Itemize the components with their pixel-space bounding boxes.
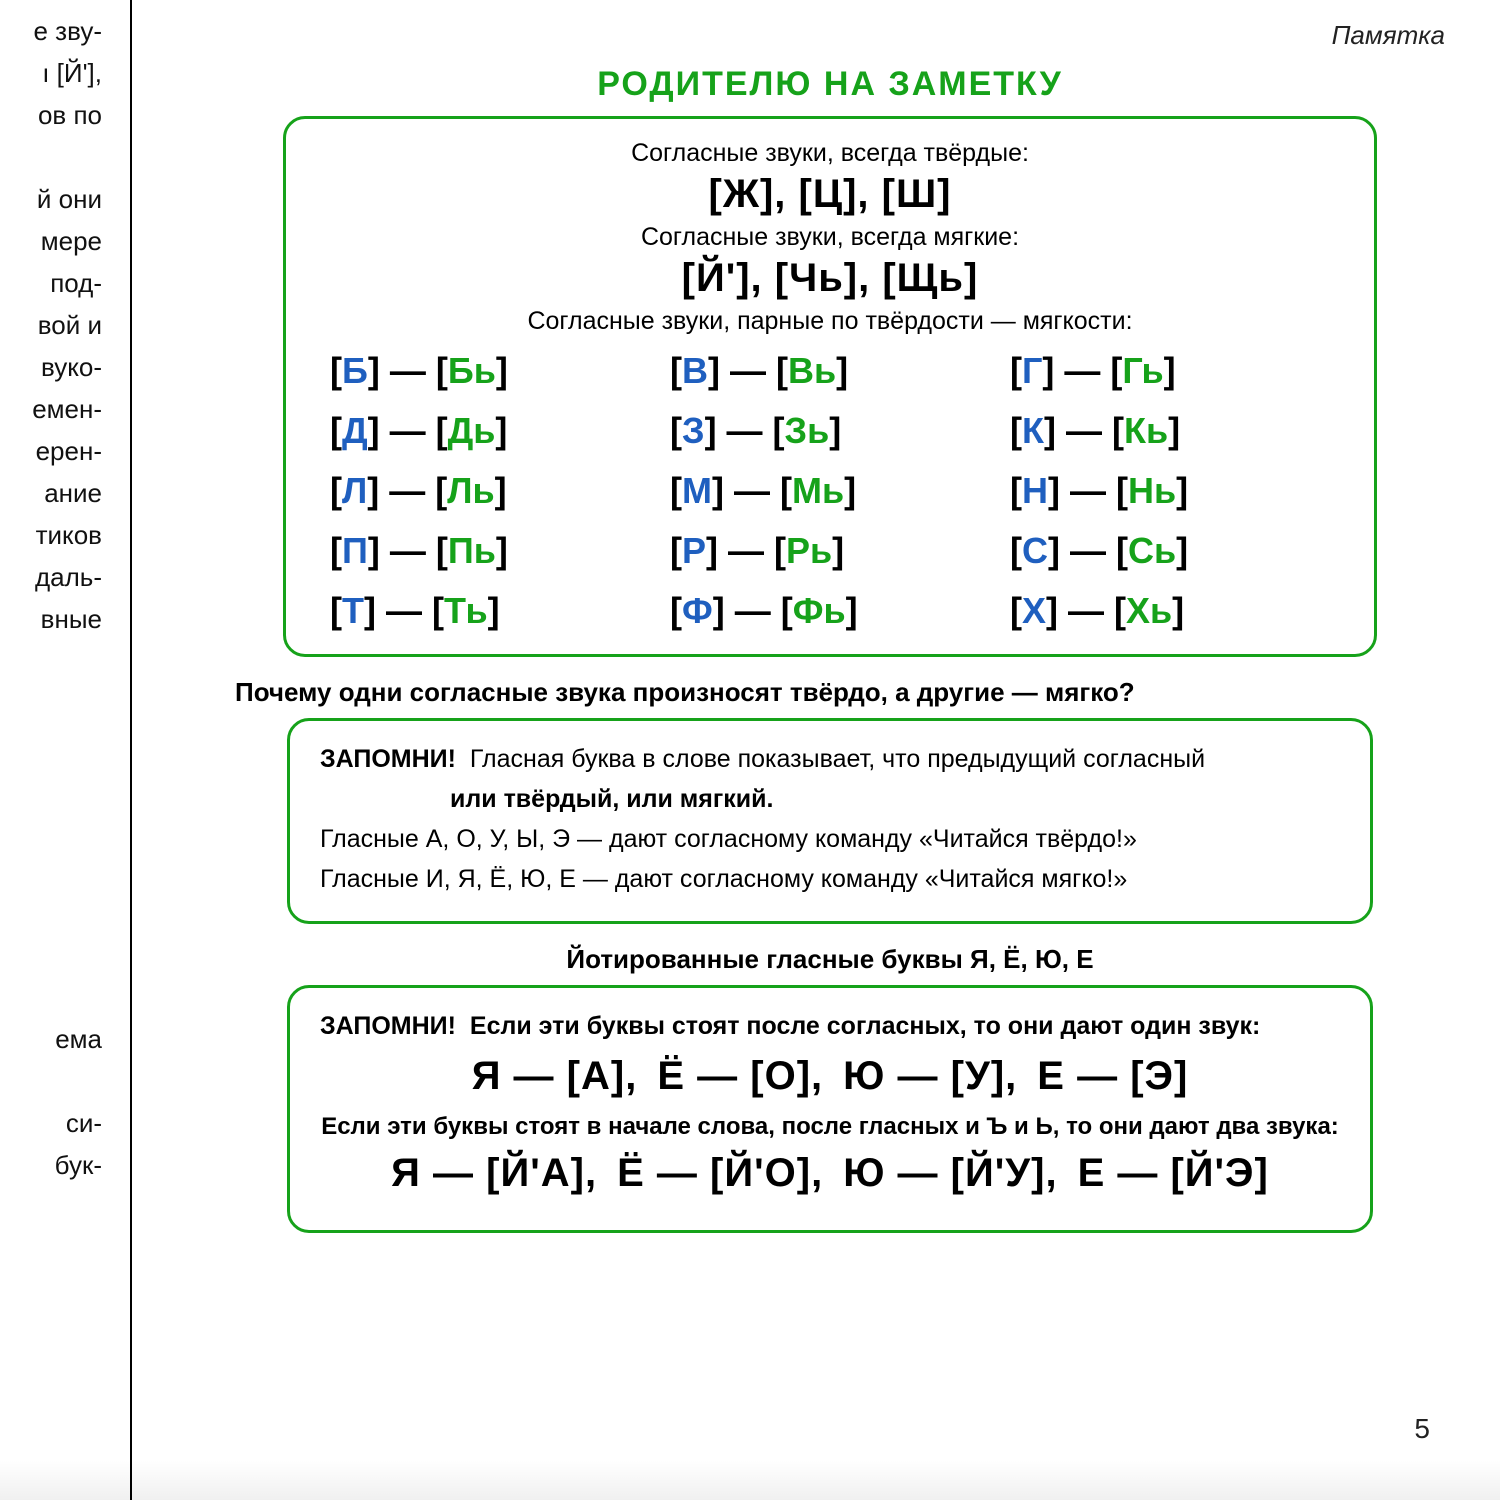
caption-always-hard: Согласные звуки, всегда твёрдые:: [320, 139, 1340, 168]
consonant-pair: [Г] — [Гь]: [1010, 350, 1330, 392]
consonant-pair: [В] — [Вь]: [670, 350, 990, 392]
cropped-line: бук-: [0, 1144, 102, 1186]
cropped-line: вой и: [0, 304, 102, 346]
iotated-note-single: Если эти буквы стоят после согласных, то…: [470, 1012, 1260, 1040]
page-canvas: е зву-ı [Й'],ов по й онимерепод-вой ивук…: [0, 0, 1500, 1500]
remember-text-1: Гласная буква в слове показывает, что пр…: [470, 745, 1205, 773]
vowel-rules-box: ЗАПОМНИ! Гласная буква в слове показывае…: [287, 718, 1373, 924]
cropped-line: вуко-: [0, 346, 102, 388]
formula-segment: Е — [Э]: [1037, 1054, 1188, 1098]
consonant-pair: [Х] — [Хь]: [1010, 590, 1330, 632]
left-cropped-text: е зву-ı [Й'],ов по й онимерепод-вой ивук…: [0, 10, 110, 1186]
always-soft-list: [Й'], [Чь], [Щь]: [320, 256, 1340, 301]
cropped-line: [0, 934, 102, 976]
cropped-line: [0, 136, 102, 178]
page-title: РОДИТЕЛЮ НА ЗАМЕТКУ: [205, 65, 1455, 104]
iotated-section-title: Йотированные гласные буквы Я, Ё, Ю, Е: [205, 944, 1455, 975]
always-hard-list: [Ж], [Ц], [Ш]: [320, 172, 1340, 217]
cropped-line: ерен-: [0, 430, 102, 472]
consonant-pairs-grid: [Б] — [Бь] [В] — [Вь] [Г] — [Гь] [Д] — [Дь]…: [320, 350, 1340, 632]
iotated-note-double: Если эти буквы стоят в начале слова, пос…: [320, 1113, 1340, 1141]
remember-label: ЗАПОМНИ!: [320, 1012, 456, 1040]
cropped-line: [0, 640, 102, 682]
cropped-line: вные: [0, 598, 102, 640]
cropped-line: ема: [0, 1018, 102, 1060]
consonant-pair: [Д] — [Дь]: [330, 410, 650, 452]
cropped-line: е зву-: [0, 10, 102, 52]
cropped-line: [0, 724, 102, 766]
iotated-remember: ЗАПОМНИ! Если эти буквы стоят после согл…: [320, 1008, 1340, 1044]
formula-segment: Ю — [У],: [843, 1054, 1017, 1098]
consonant-pair: [Р] — [Рь]: [670, 530, 990, 572]
bottom-shadow: [0, 1460, 1500, 1500]
page-content: Памятка РОДИТЕЛЮ НА ЗАМЕТКУ Согласные зв…: [145, 0, 1485, 1500]
cropped-line: ание: [0, 472, 102, 514]
cropped-line: мере: [0, 220, 102, 262]
formula-single-sound: Я — [А], Ё — [О], Ю — [У], Е — [Э]: [320, 1054, 1340, 1099]
remember-text-2: или твёрдый, или мягкий.: [320, 781, 1340, 817]
remember-label: ЗАПОМНИ!: [320, 745, 456, 773]
consonant-pair: [С] — [Сь]: [1010, 530, 1330, 572]
cropped-line: [0, 1060, 102, 1102]
cropped-line: ов по: [0, 94, 102, 136]
corner-label: Памятка: [1332, 20, 1445, 51]
cropped-line: [0, 976, 102, 1018]
question-between: Почему одни согласные звука произносят т…: [235, 677, 1455, 708]
consonant-pair: [З] — [Зь]: [670, 410, 990, 452]
page-number: 5: [1414, 1413, 1430, 1445]
page-divider: [130, 0, 132, 1500]
remember-line-1: ЗАПОМНИ! Гласная буква в слове показывае…: [320, 741, 1340, 777]
rule-soft-vowels: Гласные И, Я, Ё, Ю, Е — дают согласному …: [320, 861, 1340, 897]
consonant-pair: [Ф] — [Фь]: [670, 590, 990, 632]
consonant-pair: [Т] — [Ть]: [330, 590, 650, 632]
cropped-line: й они: [0, 178, 102, 220]
cropped-line: тиков: [0, 514, 102, 556]
cropped-line: [0, 808, 102, 850]
cropped-line: емен-: [0, 388, 102, 430]
iotated-box: ЗАПОМНИ! Если эти буквы стоят после согл…: [287, 985, 1373, 1233]
consonants-box: Согласные звуки, всегда твёрдые: [Ж], [Ц…: [283, 116, 1377, 657]
consonant-pair: [П] — [Пь]: [330, 530, 650, 572]
cropped-line: [0, 850, 102, 892]
formula-segment: Я — [А],: [472, 1054, 638, 1098]
formula-segment: Ю — [Й'У],: [843, 1151, 1057, 1195]
caption-always-soft: Согласные звуки, всегда мягкие:: [320, 223, 1340, 252]
cropped-line: ı [Й'],: [0, 52, 102, 94]
consonant-pair: [К] — [Кь]: [1010, 410, 1330, 452]
rule-hard-vowels: Гласные А, О, У, Ы, Э — дают согласному …: [320, 821, 1340, 857]
formula-segment: Ё — [Й'О],: [617, 1151, 823, 1195]
cropped-line: [0, 682, 102, 724]
caption-pairs: Согласные звуки, парные по твёрдости — м…: [320, 307, 1340, 336]
consonant-pair: [М] — [Мь]: [670, 470, 990, 512]
consonant-pair: [Н] — [Нь]: [1010, 470, 1330, 512]
cropped-line: си-: [0, 1102, 102, 1144]
consonant-pair: [Л] — [Ль]: [330, 470, 650, 512]
formula-double-sound: Я — [Й'А], Ё — [Й'О], Ю — [Й'У], Е — [Й'Э]: [320, 1151, 1340, 1196]
consonant-pair: [Б] — [Бь]: [330, 350, 650, 392]
formula-segment: Я — [Й'А],: [391, 1151, 597, 1195]
formula-segment: Е — [Й'Э]: [1078, 1151, 1269, 1195]
cropped-line: даль-: [0, 556, 102, 598]
cropped-line: [0, 766, 102, 808]
formula-segment: Ё — [О],: [657, 1054, 823, 1098]
cropped-line: под-: [0, 262, 102, 304]
cropped-line: [0, 892, 102, 934]
